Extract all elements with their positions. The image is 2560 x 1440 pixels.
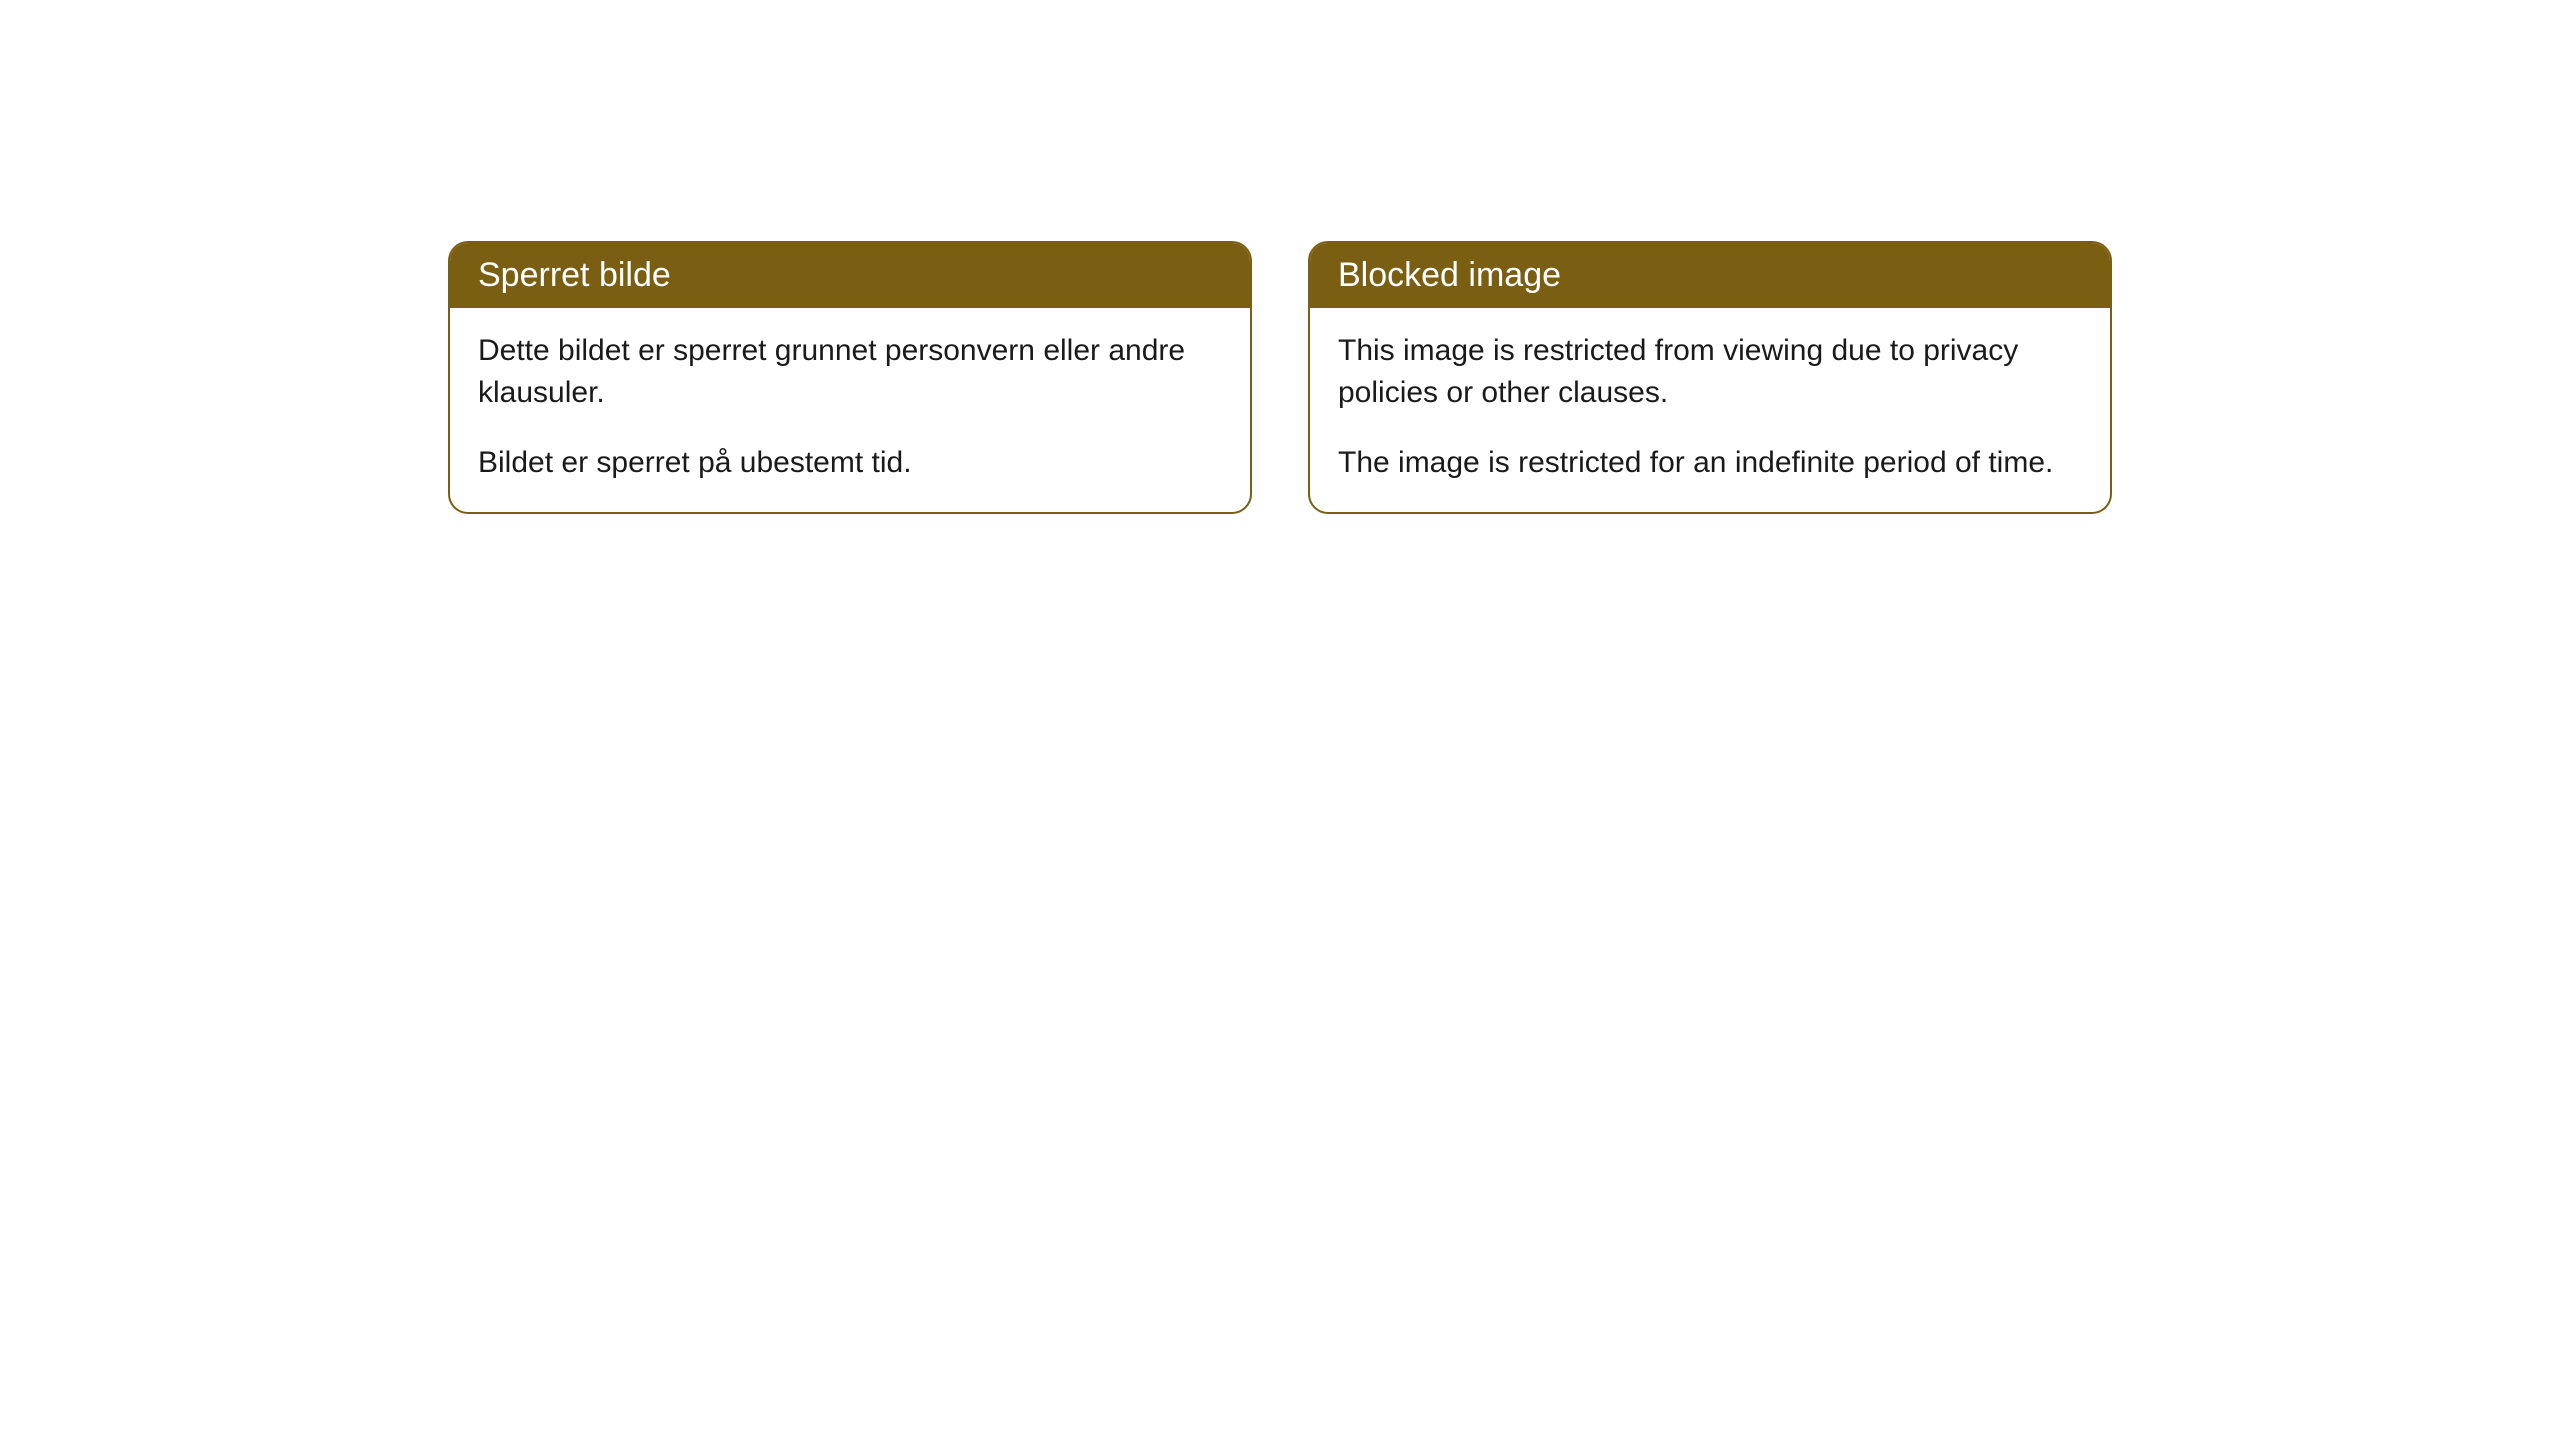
card-body: This image is restricted from viewing du…: [1310, 308, 2110, 512]
blocked-image-card-english: Blocked image This image is restricted f…: [1308, 241, 2112, 514]
card-body: Dette bildet er sperret grunnet personve…: [450, 308, 1250, 512]
card-title: Blocked image: [1310, 243, 2110, 308]
card-paragraph: The image is restricted for an indefinit…: [1338, 442, 2082, 484]
message-container: Sperret bilde Dette bildet er sperret gr…: [448, 241, 2112, 514]
card-title: Sperret bilde: [450, 243, 1250, 308]
card-paragraph: Bildet er sperret på ubestemt tid.: [478, 442, 1222, 484]
blocked-image-card-norwegian: Sperret bilde Dette bildet er sperret gr…: [448, 241, 1252, 514]
card-paragraph: Dette bildet er sperret grunnet personve…: [478, 330, 1222, 414]
card-paragraph: This image is restricted from viewing du…: [1338, 330, 2082, 414]
